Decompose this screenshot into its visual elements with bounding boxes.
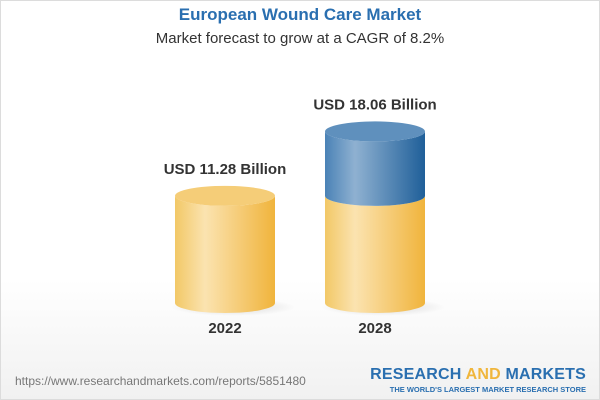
chart-subtitle: Market forecast to grow at a CAGR of 8.2… [155,30,445,47]
bar-2022 [175,195,275,313]
source-url[interactable]: https://www.researchandmarkets.com/repor… [15,374,306,388]
research-and-markets-logo: RESEARCH AND MARKETS THE WORLD'S LARGEST… [370,366,586,394]
category-label: 2022 [208,320,241,337]
bar-2028-growth [325,131,425,206]
bar-top [175,185,275,206]
bar-2028-base [325,195,425,313]
logo-tagline: THE WORLD'S LARGEST MARKET RESEARCH STOR… [389,385,586,394]
data-label: USD 18.06 Billion [313,96,436,113]
bar-top [325,121,425,142]
data-label: USD 11.28 Billion [164,161,287,178]
cylinder-chart: USD 11.28 Billion 2022 USD 18.06 Billion 20… [164,96,445,337]
category-label: 2028 [358,320,391,337]
chart-title: European Wound Care Market [178,5,422,24]
